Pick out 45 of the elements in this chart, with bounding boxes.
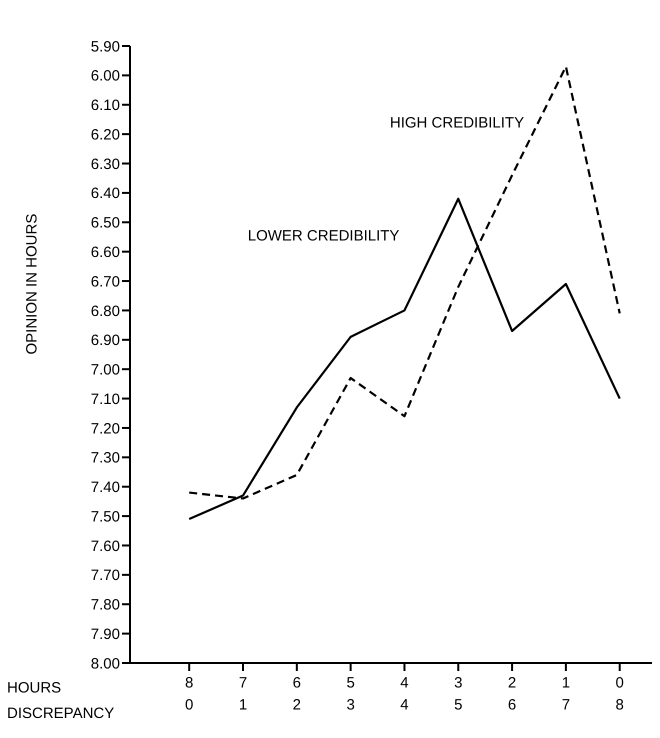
y-tick-label: 6.00 <box>90 68 120 85</box>
series-label: HIGH CREDIBILITY <box>390 114 524 132</box>
y-tick-label: 7.90 <box>90 626 120 643</box>
y-tick-label: 8.00 <box>90 655 120 672</box>
y-tick-label: 7.00 <box>90 362 120 379</box>
x-tick-label: 1 <box>238 696 248 714</box>
y-tick-label: 6.20 <box>90 126 120 144</box>
y-tick-label: 6.70 <box>90 273 120 290</box>
x2-tick-label: 7 <box>238 674 248 692</box>
y-tick-label: 6.10 <box>90 97 120 114</box>
x-tick-label: 5 <box>454 696 462 714</box>
y-tick-label: 7.80 <box>90 596 120 614</box>
x-tick-label: 2 <box>292 696 301 714</box>
y-tick-label: 6.50 <box>90 214 120 232</box>
x2-axis-title: HOURS <box>7 679 62 696</box>
x2-tick-label: 0 <box>616 674 624 692</box>
y-axis-title: OPINION IN HOURS <box>23 214 40 354</box>
y-tick-label: 6.30 <box>90 156 120 173</box>
x2-tick-label: 4 <box>400 674 409 692</box>
y-tick-label: 7.50 <box>90 508 120 526</box>
x-tick-label: 7 <box>562 696 570 714</box>
x-tick-label: 8 <box>616 696 624 714</box>
y-tick-label: 7.60 <box>90 538 120 555</box>
x-axis-title: DISCREPANCY <box>7 705 114 722</box>
y-tick-label: 7.40 <box>90 479 120 496</box>
y-tick-label: 7.70 <box>90 567 120 584</box>
y-tick-label: 7.30 <box>90 450 120 467</box>
x-tick-label: 4 <box>400 696 409 714</box>
x2-tick-label: 8 <box>185 674 194 692</box>
x-tick-label: 3 <box>346 696 355 714</box>
y-tick-label: 7.20 <box>90 420 120 438</box>
x2-tick-label: 1 <box>562 674 570 692</box>
y-tick-label: 6.60 <box>90 244 120 261</box>
y-tick-label: 5.90 <box>90 38 120 56</box>
y-tick-label: 6.40 <box>90 185 120 202</box>
text: LOWER CREDIBILITY <box>248 227 400 244</box>
y-tick-label: 7.10 <box>90 390 120 408</box>
y-tick-label: 6.80 <box>90 302 120 320</box>
x2-tick-label: 6 <box>292 674 301 692</box>
x2-tick-label: 3 <box>454 674 462 692</box>
x2-tick-label: 5 <box>346 674 355 692</box>
x2-tick-label: 2 <box>508 674 516 692</box>
x-tick-label: 0 <box>185 696 194 714</box>
x-tick-label: 6 <box>508 696 516 714</box>
y-tick-label: 6.90 <box>90 332 120 350</box>
